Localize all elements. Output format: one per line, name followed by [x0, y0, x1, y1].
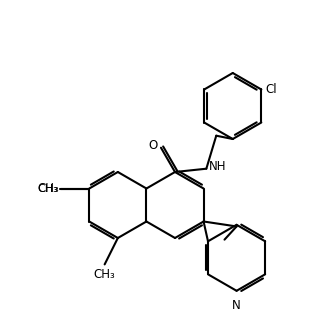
Text: NH: NH — [209, 160, 227, 173]
Text: N: N — [232, 299, 241, 312]
Text: CH₃: CH₃ — [37, 183, 58, 193]
Text: CH₃: CH₃ — [94, 268, 115, 281]
Text: Cl: Cl — [265, 83, 277, 96]
Text: O: O — [149, 139, 158, 152]
Text: CH₃: CH₃ — [38, 182, 60, 195]
